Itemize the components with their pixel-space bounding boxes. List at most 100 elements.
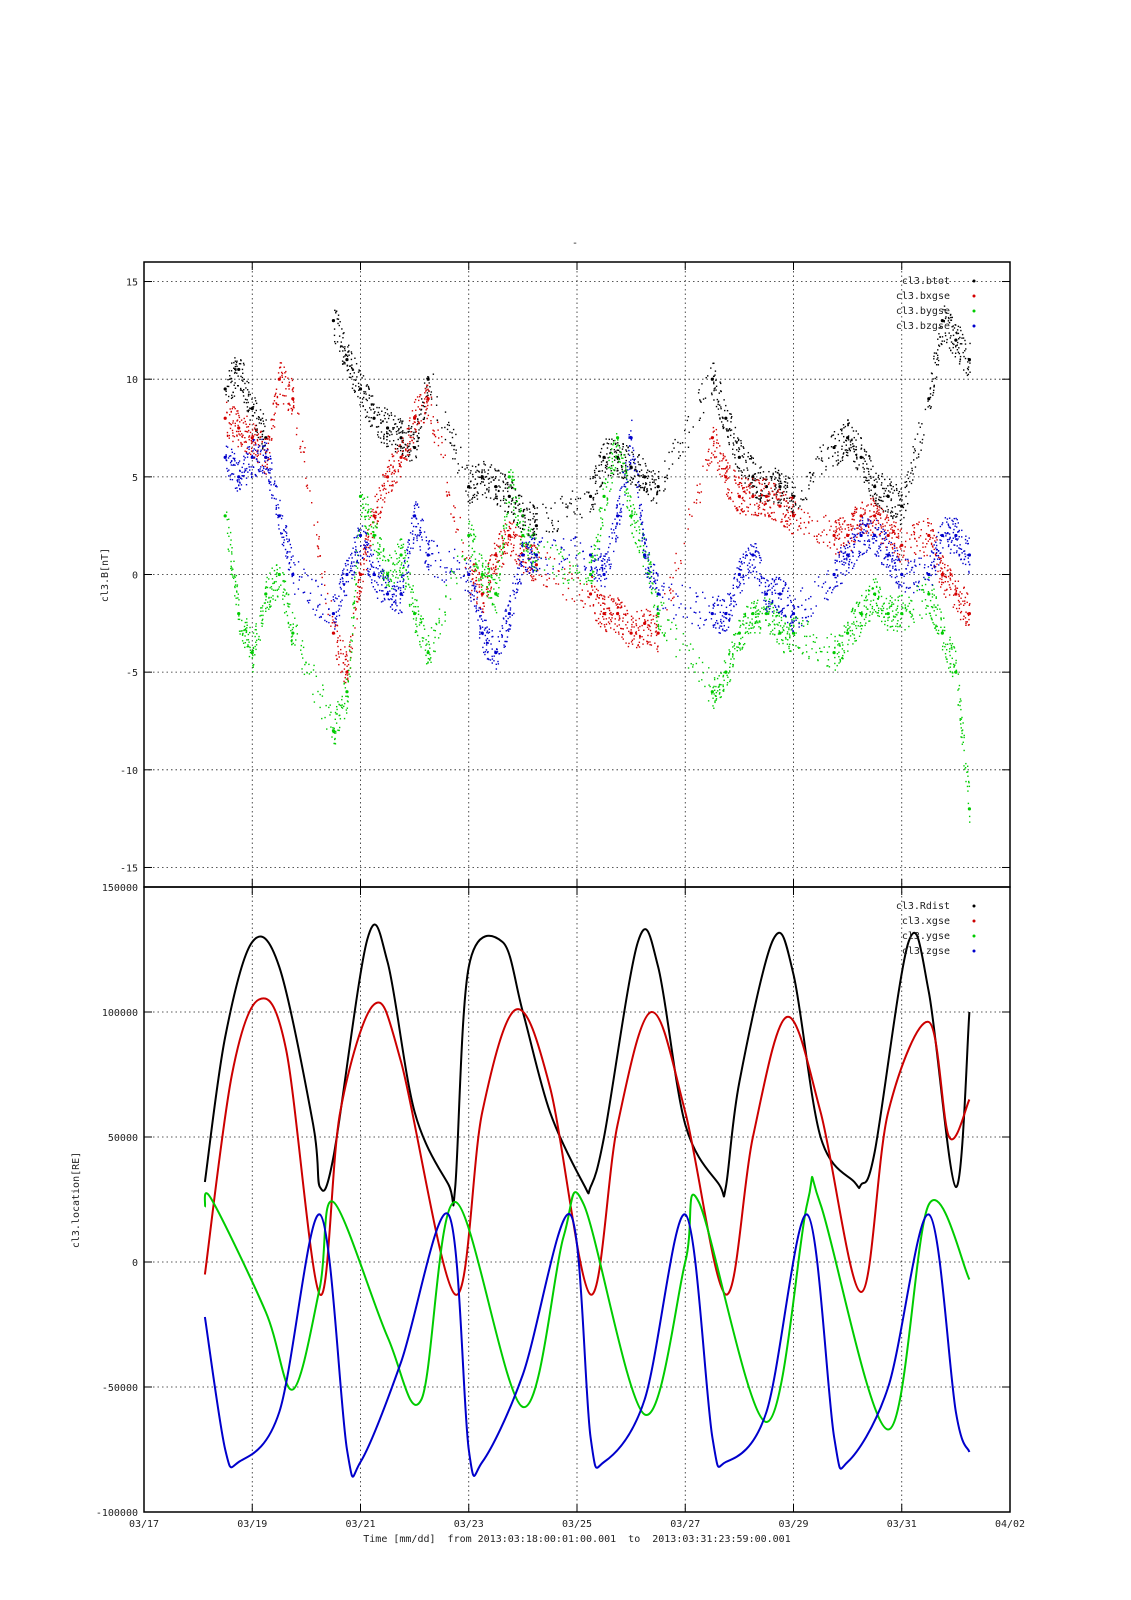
scatter-dot — [384, 497, 386, 499]
scatter-dot — [838, 527, 840, 529]
scatter-dot — [483, 592, 485, 594]
scatter-dot — [271, 567, 273, 569]
scatter-dot — [631, 510, 633, 512]
scatter-dot — [250, 447, 253, 450]
scatter-dot — [834, 452, 836, 454]
scatter-dot — [354, 609, 357, 611]
scatter-dot — [246, 621, 248, 624]
scatter-dot — [502, 499, 505, 502]
scatter-dot — [433, 629, 435, 632]
scatter-dot — [862, 508, 864, 510]
data-point — [940, 572, 944, 577]
scatter-dot — [470, 534, 473, 537]
scatter-dot — [512, 497, 514, 499]
scatter-dot — [252, 632, 255, 634]
scatter-dot — [509, 527, 512, 530]
scatter-dot — [344, 349, 346, 352]
scatter-dot — [891, 532, 893, 534]
scatter-dot — [752, 484, 754, 487]
scatter-dot — [937, 357, 939, 359]
scatter-dot — [507, 490, 509, 493]
scatter-dot — [625, 470, 628, 472]
scatter-dot — [415, 456, 418, 459]
scatter-dot — [770, 475, 772, 478]
scatter-dot — [259, 453, 262, 455]
scatter-dot — [430, 627, 433, 629]
scatter-dot — [262, 430, 264, 433]
scatter-dot — [353, 602, 356, 605]
scatter-dot — [700, 401, 702, 403]
scatter-dot — [949, 314, 952, 316]
data-point — [643, 475, 647, 479]
scatter-dot — [358, 571, 361, 574]
scatter-dot — [253, 403, 255, 406]
scatter-dot — [655, 623, 658, 626]
scatter-dot — [400, 461, 402, 463]
scatter-dot — [708, 684, 710, 686]
scatter-dot — [887, 529, 889, 532]
scatter-dot — [351, 352, 353, 355]
scatter-dot — [592, 503, 594, 506]
scatter-dot — [390, 412, 392, 414]
scatter-dot — [514, 489, 517, 491]
scatter-dot — [925, 532, 928, 535]
scatter-dot — [720, 407, 722, 410]
scatter-dot — [308, 673, 311, 675]
data-point — [656, 611, 660, 616]
scatter-dot — [534, 507, 536, 510]
scatter-dot — [519, 547, 521, 550]
scatter-dot — [489, 581, 492, 584]
scatter-dot — [739, 620, 741, 622]
scatter-dot — [759, 500, 762, 503]
scatter-dot — [938, 327, 940, 329]
scatter-dot — [893, 542, 896, 545]
scatter-dot — [530, 535, 532, 537]
scatter-dot — [407, 455, 410, 458]
scatter-dot — [400, 426, 402, 428]
scatter-dot — [898, 553, 901, 556]
scatter-dot — [715, 442, 718, 444]
scatter-dot — [282, 394, 284, 397]
scatter-dot — [783, 481, 786, 483]
scatter-dot — [355, 385, 357, 387]
scatter-dot — [747, 506, 750, 509]
scatter-dot — [602, 459, 604, 462]
scatter-dot — [527, 567, 529, 569]
scatter-dot — [737, 438, 740, 441]
scatter-dot — [873, 502, 876, 504]
scatter-dot — [488, 569, 491, 571]
scatter-dot — [344, 363, 346, 365]
scatter-dot — [475, 471, 477, 473]
scatter-dot — [713, 707, 715, 709]
scatter-dot — [850, 549, 852, 552]
scatter-dot — [409, 443, 411, 445]
scatter-dot — [851, 426, 853, 429]
scatter-dot — [966, 612, 969, 615]
scatter-dot — [873, 479, 876, 482]
scatter-dot — [592, 496, 595, 499]
scatter-dot — [348, 649, 351, 651]
scatter-dot — [933, 352, 936, 354]
scatter-dot — [600, 485, 602, 487]
scatter-dot — [499, 574, 501, 576]
scatter-dot — [241, 368, 244, 371]
scatter-dot — [494, 477, 497, 480]
scatter-dot — [268, 437, 271, 439]
scatter-dot — [241, 436, 244, 438]
scatter-dot — [638, 489, 641, 491]
scatter-dot — [309, 490, 311, 492]
scatter-dot — [229, 543, 232, 546]
scatter-dot — [935, 376, 938, 378]
scatter-dot — [785, 500, 788, 502]
scatter-dot — [669, 592, 672, 594]
scatter-dot — [625, 449, 627, 451]
scatter-dot — [619, 607, 622, 609]
scatter-dot — [840, 429, 843, 432]
scatter-dot — [751, 513, 753, 516]
scatter-dot — [590, 559, 593, 561]
scatter-dot — [808, 532, 810, 535]
scatter-dot — [965, 611, 967, 613]
scatter-dot — [256, 450, 258, 453]
scatter-dot — [562, 582, 565, 585]
scatter-dot — [290, 640, 292, 642]
